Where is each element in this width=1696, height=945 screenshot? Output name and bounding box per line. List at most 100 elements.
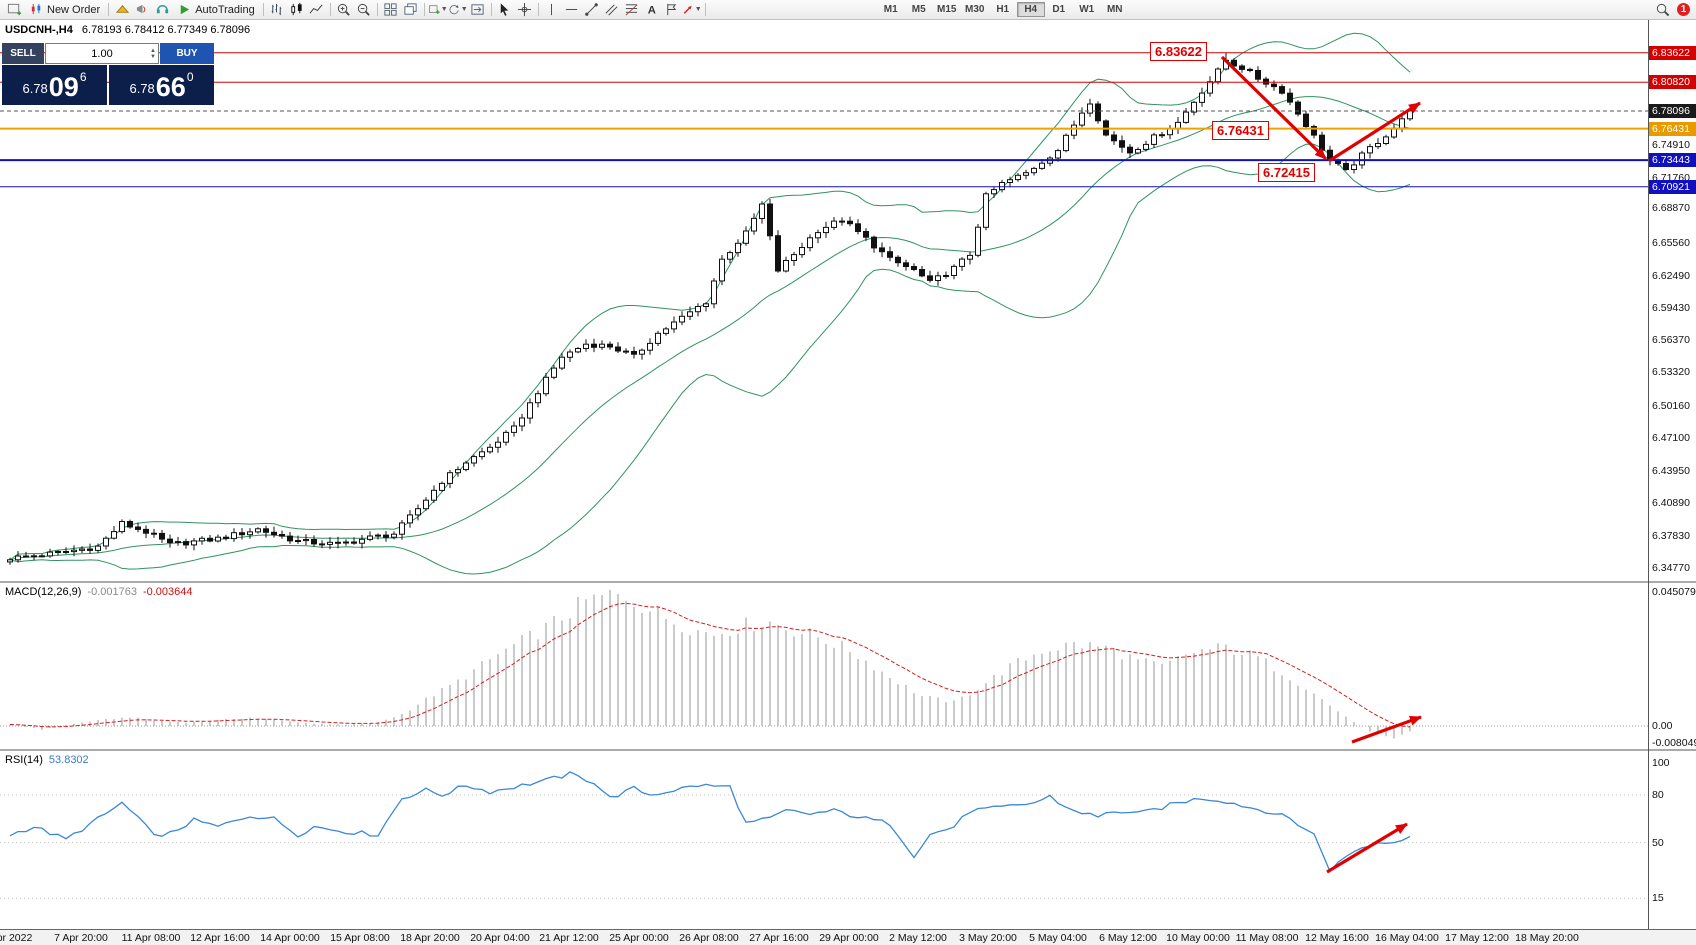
buy-button[interactable]: BUY [160, 43, 214, 64]
toolbar: New Order AutoTrading [0, 0, 1696, 20]
macd-scale-label: 0.045079 [1652, 586, 1696, 598]
profiles-icon[interactable]: ▼ [448, 2, 468, 18]
autotrading-label: AutoTrading [195, 3, 255, 16]
candlestick-chart-icon[interactable] [287, 2, 307, 18]
rsi-value: 53.8302 [48, 754, 89, 766]
new-order-button[interactable]: New Order [24, 1, 105, 19]
zoom-out-icon[interactable] [354, 2, 374, 18]
price-axis-label: 6.47100 [1652, 432, 1690, 444]
chart-annotation[interactable]: 6.72415 [1258, 163, 1315, 182]
autotrading-button[interactable]: AutoTrading [172, 1, 260, 19]
time-axis-label: 21 Apr 12:00 [539, 932, 599, 944]
price-axis-label: 6.59430 [1652, 302, 1690, 314]
timeframe-W1[interactable]: W1 [1079, 4, 1095, 15]
metaeditor-icon[interactable] [112, 2, 132, 18]
price-axis: 6.74910 6.71760 6.68870 6.65560 6.62490 6.594… [1649, 0, 1696, 945]
zoom-in-icon[interactable] [334, 2, 354, 18]
chart-shift-icon[interactable] [468, 2, 488, 18]
separator [537, 3, 539, 16]
sell-price-pips: 09 [48, 72, 79, 102]
macd-indicator-label: MACD(12,26,9) -0.001763 -0.003644 [5, 586, 193, 598]
text-label-tool-icon[interactable] [662, 2, 682, 18]
buy-price-base: 6.78 [129, 81, 155, 96]
time-axis-label: 5 May 04:00 [1029, 932, 1087, 944]
vertical-line-tool-icon[interactable] [542, 2, 562, 18]
rsi-scale-label: 15 [1652, 892, 1664, 904]
timeframe-MN[interactable]: MN [1106, 4, 1123, 15]
ohlc-readout: 6.78193 6.78412 6.77349 6.78096 [81, 24, 251, 36]
price-axis-label: 6.37830 [1652, 530, 1690, 542]
search-icon[interactable] [1652, 2, 1672, 18]
rsi-scale-label: 50 [1652, 837, 1664, 849]
chart-annotation[interactable]: 6.83622 [1150, 42, 1207, 61]
chart-title: USDCNH-,H4 6.78193 6.78412 6.77349 6.780… [5, 24, 250, 36]
time-axis-label: 2 May 12:00 [889, 932, 947, 944]
price-axis-label: 6.68870 [1652, 202, 1690, 214]
fibonacci-tool-icon[interactable] [622, 2, 642, 18]
buy-price-pips: 66 [155, 72, 186, 102]
chart-annotation[interactable]: 6.76431 [1212, 121, 1269, 140]
rsi-scale-label: 100 [1652, 757, 1670, 769]
buy-price-panel[interactable]: 6.78 66 0 [109, 65, 214, 105]
trendline-tool-icon[interactable] [582, 2, 602, 18]
timeframe-M30[interactable]: M30 [964, 4, 985, 15]
price-tag: 6.73443 [1649, 153, 1696, 167]
channel-tool-icon[interactable] [602, 2, 622, 18]
price-axis-label: 6.62490 [1652, 270, 1690, 282]
rsi-indicator-label: RSI(14) 53.8302 [5, 754, 89, 766]
separator [704, 3, 706, 16]
volume-input[interactable]: 1.00 ▲ ▼ [45, 43, 159, 64]
arrows-tool-icon[interactable]: ▼ [682, 2, 702, 18]
time-axis-label: 3 May 20:00 [959, 932, 1017, 944]
news-icon[interactable] [132, 2, 152, 18]
time-axis-label: 18 May 20:00 [1515, 932, 1579, 944]
timeframe-M15[interactable]: M15 [936, 4, 957, 15]
cursor-icon[interactable] [495, 2, 515, 18]
price-tag: 6.76431 [1649, 122, 1696, 136]
price-axis-label: 6.56370 [1652, 334, 1690, 346]
line-chart-icon[interactable] [307, 2, 327, 18]
terminal-window-icon[interactable] [4, 2, 24, 18]
volume-stepper[interactable]: ▲ ▼ [150, 47, 156, 60]
macd-scale-label: 0.00 [1652, 720, 1673, 732]
notification-badge[interactable]: 1 [1677, 3, 1690, 16]
time-axis-label: 27 Apr 16:00 [749, 932, 809, 944]
time-axis-label: Apr 2022 [0, 932, 33, 944]
price-axis-label: 6.34770 [1652, 562, 1690, 574]
separator [423, 3, 425, 16]
tile-windows-icon[interactable] [381, 2, 401, 18]
separator [108, 3, 110, 16]
text-tool-icon[interactable]: A [642, 2, 662, 18]
time-axis-label: 18 Apr 20:00 [400, 932, 460, 944]
crosshair-icon[interactable] [515, 2, 535, 18]
time-axis-label: 11 May 08:00 [1235, 932, 1299, 944]
time-axis-label: 20 Apr 04:00 [470, 932, 530, 944]
support-icon[interactable] [152, 2, 172, 18]
new-order-icon [31, 3, 41, 15]
price-axis-label: 6.53320 [1652, 366, 1690, 378]
horizontal-line-tool-icon[interactable] [562, 2, 582, 18]
cascade-windows-icon[interactable] [401, 2, 421, 18]
time-axis-label: 14 Apr 00:00 [260, 932, 320, 944]
autotrading-play-icon [180, 4, 190, 15]
timeframe-toolbar: M1 M5 M15 M30 H1 H4 D1 W1 MN [877, 2, 1129, 17]
chart-canvas[interactable] [0, 20, 1696, 945]
time-axis-label: 25 Apr 00:00 [609, 932, 669, 944]
sell-button[interactable]: SELL [2, 43, 44, 64]
timeframe-M1[interactable]: M1 [883, 4, 898, 15]
timeframe-D1[interactable]: D1 [1052, 4, 1066, 15]
bar-chart-icon[interactable] [267, 2, 287, 18]
time-axis-label: 17 May 12:00 [1445, 932, 1509, 944]
timeframe-H4[interactable]: H4 [1016, 2, 1045, 17]
volume-value: 1.00 [91, 47, 113, 60]
macd-main-value: -0.001763 [87, 586, 137, 598]
new-chart-icon[interactable]: ▼ [428, 2, 448, 18]
separator [329, 3, 331, 16]
price-axis-label: 6.65560 [1652, 237, 1690, 249]
price-tag: 6.70921 [1649, 180, 1696, 194]
sell-price-panel[interactable]: 6.78 09 6 [2, 65, 107, 105]
time-axis-label: 12 Apr 16:00 [190, 932, 250, 944]
timeframe-M5[interactable]: M5 [911, 4, 926, 15]
one-click-trading-widget: SELL 1.00 ▲ ▼ BUY 6.78 09 6 6.78 66 0 [2, 43, 214, 105]
timeframe-H1[interactable]: H1 [996, 4, 1010, 15]
